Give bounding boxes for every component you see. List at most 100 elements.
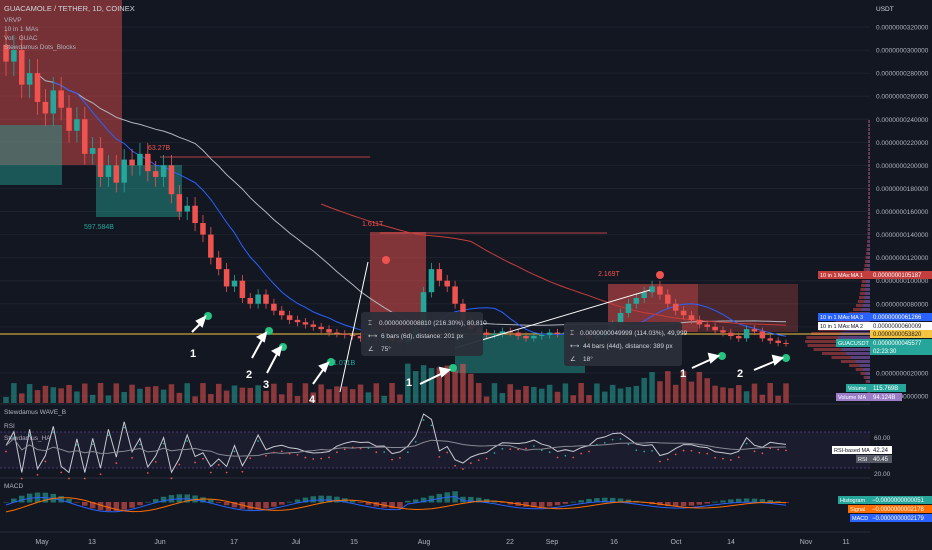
macd-line[interactable] [5,495,787,513]
candle[interactable] [775,337,781,347]
candle[interactable] [263,289,269,309]
candle[interactable] [728,328,734,340]
candle[interactable] [436,262,443,287]
candle[interactable] [515,328,521,340]
candle[interactable] [152,160,159,187]
candle[interactable] [483,328,490,339]
candle[interactable] [129,149,135,176]
candle[interactable] [491,330,498,339]
candle[interactable] [444,274,450,292]
candle[interactable] [688,310,695,325]
candle[interactable] [74,107,80,143]
candle[interactable] [310,320,317,331]
rsi-pane[interactable]: Stewdamus WAVE_B RSI Stewdamus_HA [0,409,870,480]
candle[interactable] [633,292,640,309]
candle[interactable] [649,280,655,298]
candle[interactable] [11,35,17,77]
axis-currency[interactable]: USDT [876,6,894,13]
candle[interactable] [97,137,104,187]
signal-line[interactable] [5,497,787,513]
candle[interactable] [19,35,25,99]
candle[interactable] [452,280,458,309]
candle[interactable] [3,29,9,77]
candle[interactable] [767,334,773,345]
candle[interactable] [66,95,72,143]
candle[interactable] [743,325,750,342]
rsi-line[interactable] [5,413,787,474]
chart-legend[interactable]: GUACAMOLE / TETHER, 1D, COINEX VRVP 10 i… [4,4,135,51]
candle[interactable] [759,327,766,342]
candle[interactable] [735,332,742,342]
candle[interactable] [523,332,529,342]
candle[interactable] [208,226,214,265]
candle[interactable] [318,322,324,333]
candle[interactable] [50,77,57,126]
measure-line[interactable] [339,261,369,393]
candle[interactable] [326,325,332,337]
candle[interactable] [302,318,309,329]
candle[interactable] [58,77,64,121]
ma-red-line[interactable] [321,203,787,326]
candle[interactable] [751,325,758,336]
candle[interactable] [625,298,632,318]
candle[interactable] [271,298,277,316]
measure-line[interactable] [454,289,651,349]
candle[interactable] [105,154,112,187]
candle[interactable] [665,289,671,309]
candle[interactable] [121,149,127,193]
indicator-label[interactable]: VRVP [4,17,22,24]
candle[interactable] [231,274,238,292]
candle[interactable] [696,315,703,329]
candle[interactable] [89,137,96,165]
candle[interactable] [680,306,687,320]
indicator-label[interactable]: 10 in 1 MAs [4,26,39,33]
candle[interactable] [160,154,167,187]
candle[interactable] [428,262,435,298]
candle[interactable] [168,154,175,204]
measure-tooltip[interactable]: ⌶ 0.0000000008810 (216.30%), 80,810 ⟷ 6 … [361,312,487,356]
candle[interactable] [279,306,285,320]
candle[interactable] [34,59,41,115]
candle[interactable] [82,107,88,165]
candle[interactable] [113,154,120,193]
candle[interactable] [546,328,553,339]
candle[interactable] [294,315,301,327]
measure-tooltip[interactable]: ⌶ 0.0000000049999 (114.03%), 49,999 ⟷ 44… [564,322,688,366]
symbol-title[interactable]: GUACAMOLE / TETHER, 1D, COINEX [4,4,135,13]
macd-pane[interactable]: MACD [3,483,789,513]
candle[interactable] [531,332,537,342]
candle[interactable] [215,250,222,276]
candle[interactable] [672,298,679,316]
candle[interactable] [26,59,33,99]
candle[interactable] [357,332,364,342]
candle[interactable] [239,274,246,304]
candle[interactable] [184,196,190,221]
candle[interactable] [145,143,151,182]
candle[interactable] [200,214,206,243]
candle[interactable] [704,320,710,331]
candle[interactable] [499,327,506,338]
candle[interactable] [539,331,545,340]
candle[interactable] [641,286,647,304]
candle[interactable] [223,262,230,292]
candle[interactable] [176,184,183,221]
candle[interactable] [342,330,348,339]
candle[interactable] [657,280,663,300]
candle[interactable] [712,322,718,335]
time-axis[interactable]: May 13 Jun 17 Jul 15 Aug 22 Sep 16 Oct 14 Nov 11 [35,539,849,546]
candle[interactable] [247,292,253,309]
rsi-ma-line[interactable] [5,437,787,457]
candle[interactable] [137,143,143,176]
candle[interactable] [783,339,789,347]
candle[interactable] [286,310,293,325]
candle[interactable] [192,196,198,232]
candlestick-series[interactable] [3,29,789,347]
candle[interactable] [720,326,726,337]
candle[interactable] [255,289,261,309]
indicator-label[interactable]: Stewdamus Dots_Blocks [4,44,77,51]
candle[interactable] [554,328,561,338]
candle[interactable] [334,328,340,338]
indicator-label[interactable]: Vol · GUAC [4,35,38,42]
candle[interactable] [42,89,49,126]
